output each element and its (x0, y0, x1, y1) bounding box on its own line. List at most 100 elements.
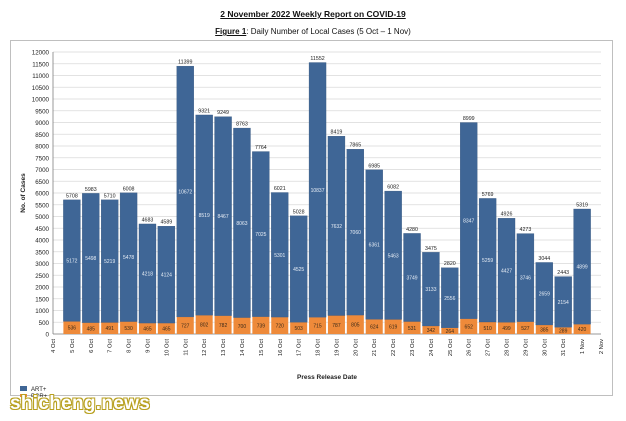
art-value-label: 4124 (161, 273, 172, 279)
total-value-label: 8419 (331, 130, 343, 136)
bar-pcr (309, 317, 327, 334)
bar-art (138, 223, 157, 324)
total-value-label: 9249 (217, 110, 229, 116)
y-tick-label: 5500 (35, 202, 49, 209)
x-tick-label: 8 Oct (127, 339, 133, 353)
total-value-label: 4926 (501, 212, 513, 218)
legend-label-pcr: PCR+ (31, 394, 48, 397)
y-tick-label: 0 (46, 332, 50, 339)
pcr-value-label: 499 (502, 326, 511, 332)
art-value-label: 5259 (482, 258, 493, 264)
bar-art (101, 199, 119, 323)
bar-pcr (157, 323, 175, 334)
pcr-value-label: 530 (124, 326, 133, 332)
y-tick-label: 9000 (35, 120, 49, 127)
bar-art (422, 252, 440, 327)
art-value-label: 10672 (178, 190, 192, 196)
bar-art (460, 122, 478, 319)
x-tick-label: 11 Oct (183, 339, 189, 356)
bar-art (233, 127, 251, 318)
total-value-label: 5769 (482, 192, 494, 198)
y-tick-label: 1000 (35, 308, 49, 315)
x-tick-label: 13 Oct (221, 339, 227, 356)
x-tick-label: 21 Oct (372, 339, 378, 356)
pcr-value-label: 342 (427, 328, 436, 334)
bar-art (384, 190, 402, 320)
total-value-label: 3475 (425, 246, 437, 252)
art-value-label: 4218 (142, 272, 153, 278)
bar-art (176, 65, 194, 318)
bar-pcr (365, 319, 383, 334)
bar-art (346, 149, 364, 316)
x-axis-title: Press Release Date (297, 374, 357, 381)
y-tick-label: 9500 (35, 108, 49, 115)
bar-pcr (403, 321, 421, 334)
y-tick-label: 3500 (35, 249, 49, 256)
art-value-label: 2659 (539, 292, 550, 298)
legend-swatch-pcr (20, 394, 27, 397)
total-value-label: 2820 (444, 261, 456, 267)
x-tick-label: 24 Oct (429, 339, 435, 356)
watermark: shicheng.news (10, 393, 151, 414)
total-value-label: 9321 (198, 108, 210, 114)
pcr-value-label: 619 (389, 325, 398, 331)
pcr-value-label: 503 (294, 326, 303, 332)
y-tick-label: 10500 (32, 85, 50, 92)
total-value-label: 6008 (123, 186, 135, 192)
report-title: 2 November 2022 Weekly Report on COVID-1… (220, 9, 406, 19)
bar-pcr (214, 315, 232, 334)
bar-pcr (120, 321, 138, 334)
x-tick-label: 18 Oct (316, 339, 322, 356)
total-value-label: 7865 (349, 143, 361, 149)
total-value-label: 5710 (104, 193, 116, 199)
x-tick-label: 14 Oct (240, 339, 246, 356)
pcr-value-label: 652 (465, 324, 474, 330)
total-value-label: 5983 (85, 187, 97, 193)
x-tick-label: 10 Oct (164, 339, 170, 356)
total-value-label: 11552 (310, 56, 324, 62)
bar-pcr (63, 321, 81, 334)
pcr-value-label: 805 (351, 323, 360, 329)
bar-art (290, 215, 308, 323)
pcr-value-label: 715 (313, 324, 322, 330)
pcr-value-label: 485 (87, 326, 96, 332)
y-tick-label: 8500 (35, 132, 49, 139)
art-value-label: 8063 (236, 221, 247, 227)
legend-label-art: ART+ (31, 387, 47, 393)
pcr-value-label: 782 (219, 323, 228, 329)
y-tick-label: 7000 (35, 167, 49, 174)
bar-art (497, 218, 516, 323)
pcr-value-label: 536 (68, 326, 77, 332)
x-tick-label: 12 Oct (202, 339, 208, 356)
art-value-label: 8467 (218, 214, 229, 220)
bar-art (119, 192, 138, 322)
pcr-value-label: 465 (162, 327, 171, 333)
pcr-value-label: 624 (370, 325, 379, 331)
total-value-label: 2443 (557, 270, 569, 276)
art-value-label: 8347 (463, 219, 474, 225)
figure-caption: Figure 1: Daily Number of Local Cases (5… (0, 27, 626, 36)
y-tick-label: 2000 (35, 285, 49, 292)
bar-art (252, 151, 270, 317)
x-tick-label: 23 Oct (410, 339, 416, 356)
art-value-label: 3133 (425, 287, 436, 293)
total-value-label: 6021 (274, 186, 286, 192)
pcr-value-label: 289 (559, 329, 568, 335)
y-tick-label: 5000 (35, 214, 49, 221)
y-tick-label: 6500 (35, 179, 49, 186)
pcr-value-label: 510 (483, 326, 492, 332)
x-tick-label: 5 Oct (70, 339, 76, 353)
bar-art (214, 116, 232, 316)
x-tick-label: 27 Oct (486, 339, 492, 356)
y-tick-label: 7500 (35, 155, 49, 162)
total-value-label: 8763 (236, 122, 248, 128)
bar-art (157, 226, 176, 324)
bar-art (308, 62, 327, 318)
total-value-label: 11399 (178, 60, 192, 66)
x-tick-label: 16 Oct (278, 339, 284, 356)
pcr-value-label: 720 (276, 324, 285, 330)
bar-pcr (346, 315, 364, 334)
total-value-label: 6082 (387, 185, 399, 191)
x-tick-label: 22 Oct (391, 339, 397, 356)
pcr-value-label: 385 (540, 327, 549, 333)
